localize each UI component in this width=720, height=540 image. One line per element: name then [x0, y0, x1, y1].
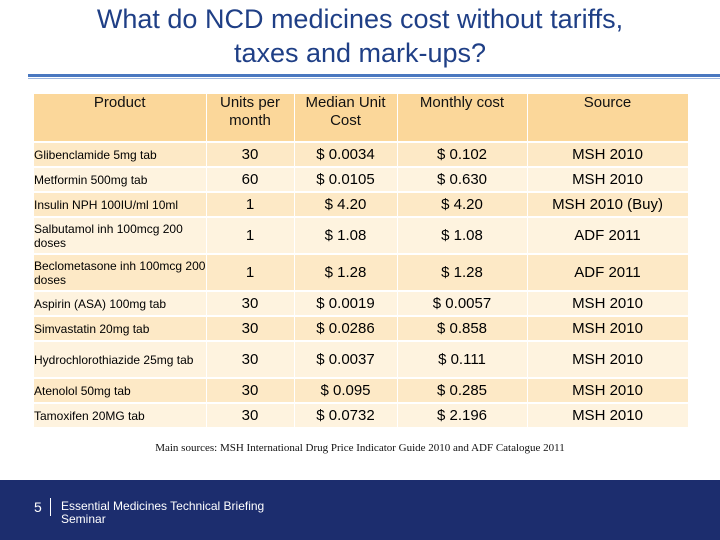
- header-median-line-2: Cost: [330, 112, 361, 129]
- table-row: Atenolol 50mg tab 30 $ 0.095 $ 0.285 MSH…: [34, 378, 689, 404]
- cell-monthly-cost: $ 0.102: [397, 142, 528, 168]
- table-row: Hydrochlorothiazide 25mg tab 30 $ 0.0037…: [34, 341, 689, 379]
- table-header-row: Product Units per month Median Unit Cost…: [34, 94, 689, 143]
- cell-product: Metformin 500mg tab: [34, 167, 207, 193]
- cell-product: Simvastatin 20mg tab: [34, 316, 207, 342]
- cell-product: Atenolol 50mg tab: [34, 378, 207, 404]
- header-source: Source: [527, 94, 689, 143]
- cell-median-cost: $ 1.28: [294, 254, 398, 292]
- cell-units: 30: [206, 291, 295, 317]
- cell-source: MSH 2010: [527, 341, 689, 379]
- cell-monthly-cost: $ 0.630: [397, 167, 528, 193]
- table-row: Insulin NPH 100IU/ml 10ml 1 $ 4.20 $ 4.2…: [34, 192, 689, 218]
- footer-title: Essential Medicines Technical Briefing S…: [61, 500, 321, 526]
- cell-median-cost: $ 0.0286: [294, 316, 398, 342]
- cell-monthly-cost: $ 1.08: [397, 217, 528, 255]
- cell-source: MSH 2010: [527, 167, 689, 193]
- header-units-line-2: month: [229, 112, 271, 129]
- footer-bar: [0, 480, 720, 540]
- cell-units: 1: [206, 192, 295, 218]
- cell-source: MSH 2010: [527, 403, 689, 429]
- cell-monthly-cost: $ 4.20: [397, 192, 528, 218]
- cell-median-cost: $ 0.095: [294, 378, 398, 404]
- table-row: Beclometasone inh 100mcg 200 doses 1 $ 1…: [34, 254, 689, 292]
- slide-title: What do NCD medicines cost without tarif…: [0, 2, 720, 70]
- sources-footnote: Main sources: MSH International Drug Pri…: [155, 442, 565, 454]
- title-line-1: What do NCD medicines cost without tarif…: [96, 4, 624, 34]
- cell-median-cost: $ 0.0037: [294, 341, 398, 379]
- cell-monthly-cost: $ 2.196: [397, 403, 528, 429]
- header-median-line-1: Median Unit: [305, 94, 386, 111]
- cell-source: MSH 2010 (Buy): [527, 192, 689, 218]
- table-row: Aspirin (ASA) 100mg tab 30 $ 0.0019 $ 0.…: [34, 291, 689, 317]
- cell-units: 30: [206, 378, 295, 404]
- header-median-unit-cost: Median Unit Cost: [294, 94, 398, 143]
- medicine-cost-table: Product Units per month Median Unit Cost…: [34, 94, 689, 429]
- title-line-2: taxes and mark-ups?: [233, 38, 487, 68]
- cell-median-cost: $ 0.0105: [294, 167, 398, 193]
- footer-divider: [50, 498, 51, 516]
- cell-units: 30: [206, 341, 295, 379]
- table-row: Salbutamol inh 100mcg 200 doses 1 $ 1.08…: [34, 217, 689, 255]
- cell-product: Glibenclamide 5mg tab: [34, 142, 207, 168]
- table-row: Tamoxifen 20MG tab 30 $ 0.0732 $ 2.196 M…: [34, 403, 689, 429]
- cell-product: Insulin NPH 100IU/ml 10ml: [34, 192, 207, 218]
- cell-median-cost: $ 0.0732: [294, 403, 398, 429]
- cell-source: MSH 2010: [527, 291, 689, 317]
- header-monthly-cost: Monthly cost: [397, 94, 528, 143]
- header-units-line-1: Units per: [219, 94, 281, 111]
- cell-product: Tamoxifen 20MG tab: [34, 403, 207, 429]
- table-row: Glibenclamide 5mg tab 30 $ 0.0034 $ 0.10…: [34, 142, 689, 168]
- header-product: Product: [34, 94, 207, 143]
- cell-product: Beclometasone inh 100mcg 200 doses: [34, 254, 207, 292]
- cell-source: ADF 2011: [527, 254, 689, 292]
- footer-line-2: Seminar: [61, 512, 106, 526]
- page-number: 5: [34, 499, 42, 515]
- cell-units: 30: [206, 142, 295, 168]
- cell-source: MSH 2010: [527, 316, 689, 342]
- cell-units: 60: [206, 167, 295, 193]
- header-units-per-month: Units per month: [206, 94, 295, 143]
- cell-product: Salbutamol inh 100mcg 200 doses: [34, 217, 207, 255]
- cell-median-cost: $ 1.08: [294, 217, 398, 255]
- cell-units: 1: [206, 254, 295, 292]
- title-underline-thin: [28, 78, 720, 79]
- cell-monthly-cost: $ 0.0057: [397, 291, 528, 317]
- cell-source: ADF 2011: [527, 217, 689, 255]
- cell-units: 30: [206, 316, 295, 342]
- title-underline: [28, 74, 720, 77]
- cell-monthly-cost: $ 1.28: [397, 254, 528, 292]
- cell-median-cost: $ 4.20: [294, 192, 398, 218]
- cell-units: 30: [206, 403, 295, 429]
- cell-median-cost: $ 0.0034: [294, 142, 398, 168]
- table-row: Simvastatin 20mg tab 30 $ 0.0286 $ 0.858…: [34, 316, 689, 342]
- table-row: Metformin 500mg tab 60 $ 0.0105 $ 0.630 …: [34, 167, 689, 193]
- cell-monthly-cost: $ 0.285: [397, 378, 528, 404]
- cell-product: Hydrochlorothiazide 25mg tab: [34, 341, 207, 379]
- cell-source: MSH 2010: [527, 378, 689, 404]
- cell-monthly-cost: $ 0.111: [397, 341, 528, 379]
- cell-units: 1: [206, 217, 295, 255]
- footer-line-1: Essential Medicines Technical Briefing: [61, 499, 265, 513]
- cell-product: Aspirin (ASA) 100mg tab: [34, 291, 207, 317]
- cell-source: MSH 2010: [527, 142, 689, 168]
- cell-monthly-cost: $ 0.858: [397, 316, 528, 342]
- cell-median-cost: $ 0.0019: [294, 291, 398, 317]
